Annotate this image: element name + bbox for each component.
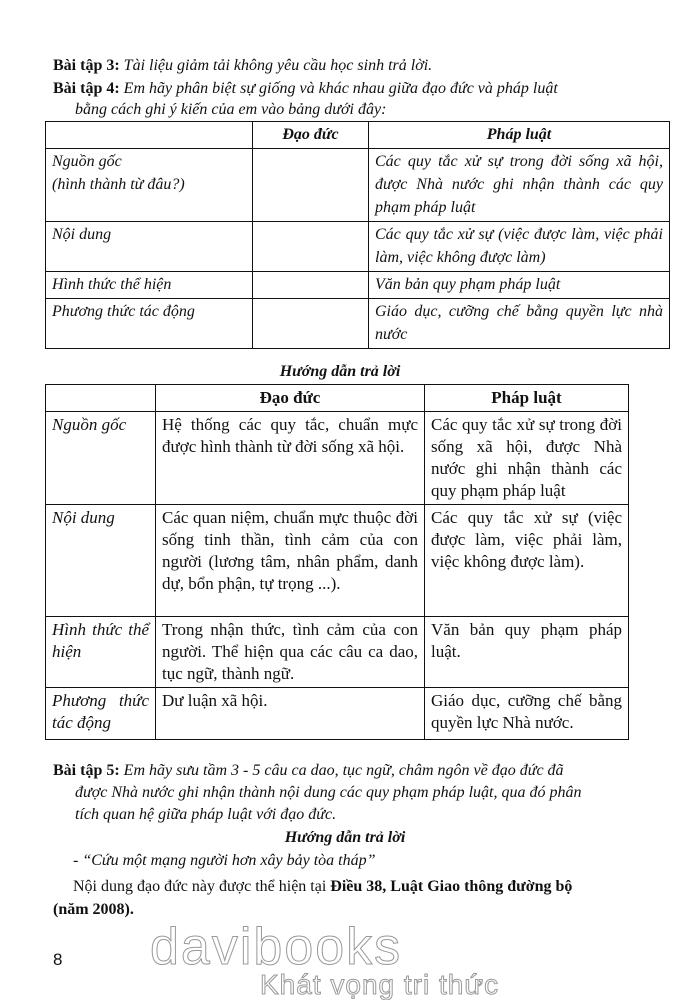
- phap-luat-cell: Văn bản quy phạm pháp luật: [368, 271, 670, 299]
- header-dao-duc: Đạo đức: [155, 384, 425, 412]
- criterion-cell: Nguồn gốc: [45, 411, 156, 505]
- criterion-cell: Hình thức thể hiện: [45, 616, 156, 688]
- header-phap-luat: Pháp luật: [368, 121, 670, 149]
- exercise-5: Bài tập 5: Em hãy sưu tầm 3 - 5 câu ca d…: [53, 762, 564, 780]
- exercise-3: Bài tập 3: Tài liệu giảm tải không yêu c…: [53, 57, 432, 75]
- page-number: 8: [53, 950, 63, 969]
- phap-luat-cell: Các quy tắc xử sự trong đời sống xã hội,…: [368, 148, 670, 222]
- criterion-cell: Nguồn gốc (hình thành từ đâu?): [45, 148, 253, 222]
- exercise-text: Em hãy phân biệt sự giống và khác nhau g…: [123, 80, 558, 97]
- dao-duc-cell: Dư luận xã hội.: [155, 687, 425, 740]
- exercise-4-line2: bằng cách ghi ý kiến của em vào bảng dướ…: [75, 101, 387, 118]
- header-empty: [45, 384, 156, 412]
- answer-cell-blank: [252, 148, 369, 222]
- table-row: Nội dung Các quan niệm, chuẩn mực thuộc …: [45, 504, 629, 617]
- exercise-label: Bài tập 3:: [53, 57, 120, 74]
- header-phap-luat: Pháp luật: [424, 384, 629, 412]
- conclusion-line1: Nội dung đạo đức này được thể hiện tại Đ…: [73, 878, 573, 895]
- exercise-label: Bài tập 4:: [53, 80, 120, 97]
- header-dao-duc: Đạo đức: [252, 121, 369, 149]
- watermark-brand: davibooks: [149, 918, 403, 976]
- exercise-4: Bài tập 4: Em hãy phân biệt sự giống và …: [53, 80, 558, 98]
- table-row: Hình thức thể hiện Trong nhận thức, tình…: [45, 616, 629, 688]
- table-row: Nguồn gốc (hình thành từ đâu?) Các quy tắ…: [45, 148, 670, 222]
- answer-heading: Hướng dẫn trả lời: [284, 829, 406, 846]
- dao-duc-cell: Hệ thống các quy tắc, chuẩn mực được hìn…: [155, 411, 425, 505]
- dao-duc-cell: Trong nhận thức, tình cảm của con người.…: [155, 616, 425, 688]
- phap-luat-cell: Các quy tắc xử sự trong đời sống xã hội,…: [424, 411, 629, 505]
- answer-cell-blank: [252, 271, 369, 299]
- exercise-table: Đạo đức Pháp luật Nguồn gốc (hình thành t…: [45, 121, 670, 349]
- conclusion-line2: (năm 2008).: [53, 901, 134, 918]
- criterion-cell: Hình thức thể hiện: [45, 271, 253, 299]
- exercise-5-line3: tích quan hệ giữa pháp luật với đạo đức.: [75, 806, 337, 823]
- table-row: Phương thức tác động Giáo dục, cưỡng chế…: [45, 298, 670, 349]
- watermark-slogan: Khát vọng tri thức: [259, 969, 500, 1000]
- exercise-text: Em hãy sưu tầm 3 - 5 câu ca dao, tục ngữ…: [123, 762, 564, 779]
- exercise-text: Tài liệu giảm tải không yêu cầu học sinh…: [123, 57, 433, 74]
- table-row: Nguồn gốc Hệ thống các quy tắc, chuẩn mự…: [45, 411, 629, 505]
- table-row: Hình thức thể hiện Văn bản quy phạm pháp…: [45, 271, 670, 299]
- criterion-cell: Nội dung: [45, 504, 156, 617]
- dao-duc-cell: Các quan niệm, chuẩn mực thuộc đời sống …: [155, 504, 425, 617]
- answer-heading: Hướng dẫn trả lời: [279, 363, 401, 380]
- criterion-cell: Phương thức tác động: [45, 298, 253, 349]
- phap-luat-cell: Các quy tắc xử sự (việc được làm, việc p…: [368, 221, 670, 272]
- table-row: Nội dung Các quy tắc xử sự (việc được là…: [45, 221, 670, 272]
- exercise-5-line2: được Nhà nước ghi nhận thành nội dung cá…: [75, 784, 582, 801]
- answer-cell-blank: [252, 221, 369, 272]
- phap-luat-cell: Các quy tắc xử sự (việc được làm, việc p…: [424, 504, 629, 617]
- phap-luat-cell: Giáo dục, cưỡng chế bằng quyền lực nhà n…: [368, 298, 670, 349]
- answer-table: Đạo đức Pháp luật Nguồn gốc Hệ thống các…: [45, 384, 629, 740]
- quote: - “Cứu một mạng người hơn xây bảy tòa th…: [73, 852, 376, 869]
- criterion-cell: Phương thức tác động: [45, 687, 156, 740]
- phap-luat-cell: Văn bản quy phạm pháp luật.: [424, 616, 629, 688]
- table-row: Phương thức tác động Dư luận xã hội. Giá…: [45, 687, 629, 740]
- criterion-cell: Nội dung: [45, 221, 253, 272]
- answer-cell-blank: [252, 298, 369, 349]
- header-empty: [45, 121, 253, 149]
- phap-luat-cell: Giáo dục, cưỡng chế bằng quyền lực Nhà n…: [424, 687, 629, 740]
- exercise-label: Bài tập 5:: [53, 762, 120, 779]
